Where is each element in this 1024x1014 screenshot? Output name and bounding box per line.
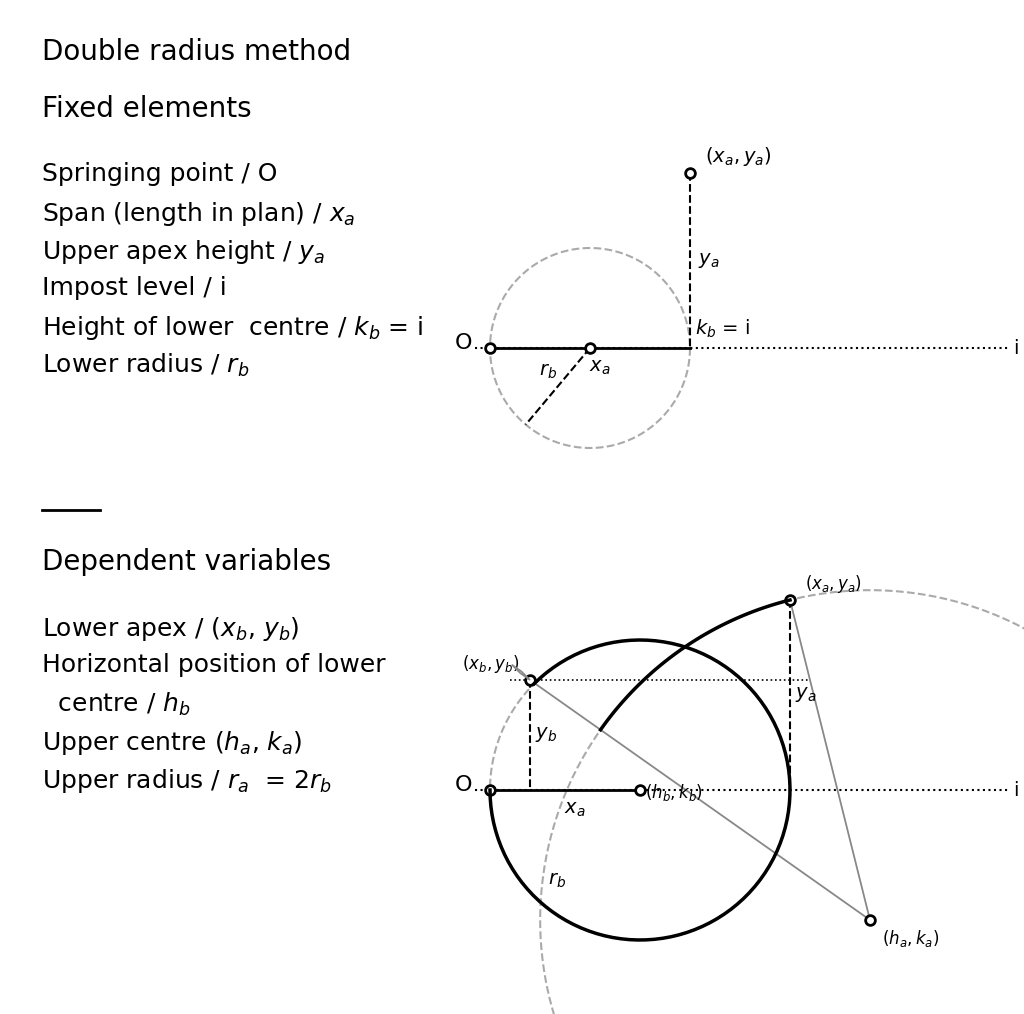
Text: $y_b$: $y_b$ — [535, 725, 557, 744]
Text: $y_a$: $y_a$ — [698, 251, 720, 270]
Text: Upper radius / $r_a$  = 2$r_b$: Upper radius / $r_a$ = 2$r_b$ — [42, 767, 332, 795]
Text: $x_a$: $x_a$ — [589, 358, 610, 377]
Text: Span (length in plan) / $x_a$: Span (length in plan) / $x_a$ — [42, 200, 355, 228]
Text: Fixed elements: Fixed elements — [42, 95, 252, 123]
Text: Upper apex height / $y_a$: Upper apex height / $y_a$ — [42, 238, 326, 266]
Text: $r_b$: $r_b$ — [549, 870, 566, 889]
Text: Upper centre ($h_a$, $k_a$): Upper centre ($h_a$, $k_a$) — [42, 729, 302, 757]
Text: $k_b$ = i: $k_b$ = i — [695, 317, 750, 340]
Text: Lower apex / ($x_b$, $y_b$): Lower apex / ($x_b$, $y_b$) — [42, 615, 299, 643]
Text: $x_a$: $x_a$ — [564, 800, 586, 819]
Text: Dependent variables: Dependent variables — [42, 548, 331, 576]
Text: i: i — [1013, 781, 1019, 799]
Text: $(h_a, k_a)$: $(h_a, k_a)$ — [882, 928, 939, 949]
Text: $(x_a, y_a)$: $(x_a, y_a)$ — [805, 573, 862, 595]
Text: O: O — [455, 333, 472, 353]
Text: $r_b$: $r_b$ — [539, 362, 557, 381]
Text: Height of lower  centre / $k_b$ = i: Height of lower centre / $k_b$ = i — [42, 314, 423, 342]
Text: $(x_b, y_b)$: $(x_b, y_b)$ — [463, 653, 520, 675]
Text: i: i — [1013, 339, 1019, 358]
Text: $(h_b, k_b)$: $(h_b, k_b)$ — [645, 782, 703, 803]
Text: O: O — [455, 775, 472, 795]
Text: Double radius method: Double radius method — [42, 38, 351, 66]
Text: $y_a$: $y_a$ — [795, 685, 816, 705]
Text: Lower radius / $r_b$: Lower radius / $r_b$ — [42, 352, 250, 379]
Text: Springing point / O: Springing point / O — [42, 162, 278, 186]
Text: centre / $h_b$: centre / $h_b$ — [42, 691, 190, 718]
Text: $(x_a, y_a)$: $(x_a, y_a)$ — [705, 145, 771, 168]
Text: Impost level / i: Impost level / i — [42, 276, 226, 300]
Text: Horizontal position of lower: Horizontal position of lower — [42, 653, 386, 677]
